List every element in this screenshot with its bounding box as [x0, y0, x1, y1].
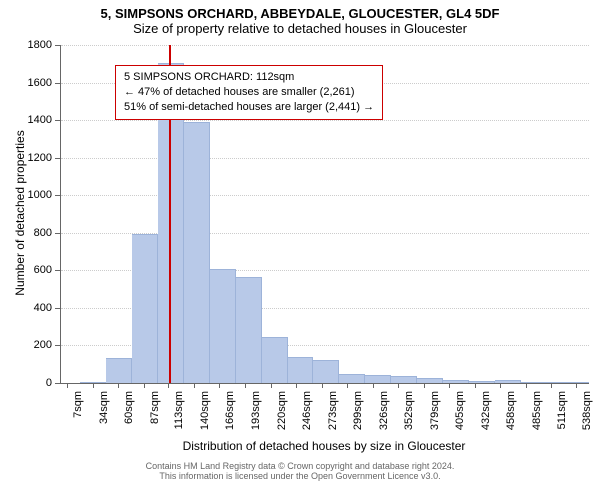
x-tick-mark: [296, 383, 297, 388]
y-tick-mark: [55, 195, 60, 196]
x-tick-mark: [551, 383, 552, 388]
x-tick-label: 113sqm: [173, 391, 185, 441]
x-tick-mark: [118, 383, 119, 388]
footer-line1: Contains HM Land Registry data © Crown c…: [146, 461, 455, 471]
y-tick-mark: [55, 158, 60, 159]
x-tick-mark: [168, 383, 169, 388]
histogram-bar: [184, 122, 210, 383]
y-tick-mark: [55, 83, 60, 84]
x-tick-label: 7sqm: [72, 391, 84, 441]
x-tick-label: 485sqm: [531, 391, 543, 441]
y-tick-label: 800: [12, 227, 52, 239]
x-tick-mark: [576, 383, 577, 388]
x-tick-label: 193sqm: [250, 391, 262, 441]
x-tick-mark: [271, 383, 272, 388]
histogram-bar: [313, 360, 339, 383]
x-tick-mark: [424, 383, 425, 388]
y-tick-label: 0: [12, 377, 52, 389]
x-tick-mark: [449, 383, 450, 388]
x-tick-label: 220sqm: [276, 391, 288, 441]
y-axis-label: Number of detached properties: [13, 44, 27, 382]
histogram-bar: [365, 375, 391, 384]
histogram-bar: [236, 277, 262, 383]
gridline: [61, 195, 589, 196]
histogram-bar: [132, 234, 158, 383]
x-tick-mark: [245, 383, 246, 388]
x-tick-label: 538sqm: [581, 391, 593, 441]
histogram-bar: [573, 382, 589, 383]
x-tick-mark: [475, 383, 476, 388]
gridline: [61, 120, 589, 121]
y-tick-label: 200: [12, 339, 52, 351]
y-tick-mark: [55, 345, 60, 346]
x-tick-label: 458sqm: [505, 391, 517, 441]
x-tick-label: 326sqm: [378, 391, 390, 441]
gridline: [61, 45, 589, 46]
x-tick-label: 273sqm: [327, 391, 339, 441]
histogram-bar: [391, 376, 417, 383]
x-tick-label: 379sqm: [429, 391, 441, 441]
x-tick-mark: [398, 383, 399, 388]
histogram-bar: [339, 374, 365, 383]
histogram-bar: [469, 381, 495, 383]
y-tick-mark: [55, 270, 60, 271]
x-tick-label: 405sqm: [454, 391, 466, 441]
y-tick-mark: [55, 233, 60, 234]
y-tick-label: 1600: [12, 77, 52, 89]
x-tick-label: 511sqm: [556, 391, 568, 441]
y-tick-label: 1200: [12, 152, 52, 164]
x-tick-label: 60sqm: [123, 391, 135, 441]
x-tick-label: 299sqm: [352, 391, 364, 441]
x-tick-mark: [67, 383, 68, 388]
x-tick-mark: [144, 383, 145, 388]
x-tick-mark: [526, 383, 527, 388]
x-tick-label: 87sqm: [149, 391, 161, 441]
y-tick-label: 1000: [12, 189, 52, 201]
histogram-bar: [262, 337, 288, 383]
x-tick-label: 34sqm: [98, 391, 110, 441]
x-tick-label: 352sqm: [403, 391, 415, 441]
annotation-line2: ← 47% of detached houses are smaller (2,…: [124, 85, 374, 100]
y-tick-label: 600: [12, 264, 52, 276]
y-tick-label: 1800: [12, 39, 52, 51]
x-tick-mark: [93, 383, 94, 388]
gridline: [61, 158, 589, 159]
y-tick-mark: [55, 120, 60, 121]
x-tick-mark: [322, 383, 323, 388]
x-tick-label: 166sqm: [224, 391, 236, 441]
annotation-box: 5 SIMPSONS ORCHARD: 112sqm← 47% of detac…: [115, 65, 383, 120]
histogram-bar: [288, 357, 314, 383]
y-tick-mark: [55, 308, 60, 309]
y-tick-label: 1400: [12, 114, 52, 126]
x-axis-label: Distribution of detached houses by size …: [60, 439, 588, 453]
x-tick-label: 246sqm: [301, 391, 313, 441]
y-tick-mark: [55, 45, 60, 46]
chart-title-line2: Size of property relative to detached ho…: [0, 21, 600, 36]
x-tick-mark: [194, 383, 195, 388]
chart-footer: Contains HM Land Registry data © Crown c…: [0, 461, 600, 481]
chart-title-line1: 5, SIMPSONS ORCHARD, ABBEYDALE, GLOUCEST…: [0, 0, 600, 21]
histogram-bar: [106, 358, 132, 383]
x-tick-mark: [500, 383, 501, 388]
histogram-bar: [210, 269, 236, 383]
x-tick-mark: [373, 383, 374, 388]
y-tick-mark: [55, 383, 60, 384]
x-tick-mark: [347, 383, 348, 388]
x-tick-mark: [219, 383, 220, 388]
footer-line2: This information is licensed under the O…: [159, 471, 440, 481]
histogram-bar: [417, 378, 443, 383]
x-tick-label: 140sqm: [199, 391, 211, 441]
annotation-line1: 5 SIMPSONS ORCHARD: 112sqm: [124, 70, 374, 85]
x-tick-label: 432sqm: [480, 391, 492, 441]
annotation-line3: 51% of semi-detached houses are larger (…: [124, 100, 374, 115]
y-tick-label: 400: [12, 302, 52, 314]
histogram-bar: [443, 380, 469, 383]
property-size-chart: 5, SIMPSONS ORCHARD, ABBEYDALE, GLOUCEST…: [0, 0, 600, 500]
